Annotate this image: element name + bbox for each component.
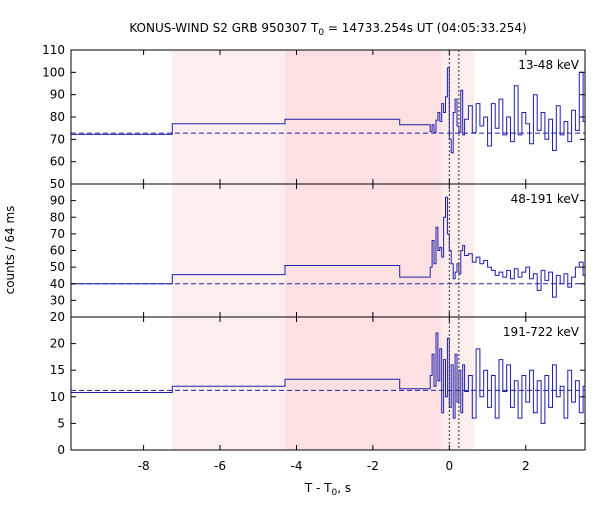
y-tick-label-0-6: 110 [42, 43, 65, 57]
panel-frame-2 [70, 316, 586, 451]
shaded-interval-0 [172, 50, 286, 450]
y-tick-label-0-3: 80 [50, 110, 65, 124]
y-tick-label-1-1: 30 [50, 293, 65, 307]
lightcurve-series-0 [71, 67, 585, 154]
y-tick-label-2-4: 20 [50, 337, 65, 351]
lightcurve-series-2 [71, 332, 585, 424]
x-tick-label-3: -2 [367, 459, 379, 473]
y-tick-label-1-6: 80 [50, 210, 65, 224]
shading-layer [172, 50, 475, 450]
chart-title-subscript: 0 [318, 28, 324, 38]
y-tick-label-0-4: 90 [50, 88, 65, 102]
x-tick-label-5: 2 [522, 459, 530, 473]
energy-band-label-0: 13-48 keV [518, 58, 580, 72]
y-tick-label-2-1: 5 [57, 416, 65, 430]
lightcurve-series-1 [71, 196, 585, 298]
y-tick-label-0-5: 100 [42, 65, 65, 79]
y-tick-label-0-2: 70 [50, 132, 65, 146]
shaded-interval-1 [285, 50, 442, 450]
y-tick-label-1-4: 60 [50, 244, 65, 258]
x-tick-label-0: -8 [138, 459, 150, 473]
y-tick-label-1-2: 40 [50, 277, 65, 291]
y-tick-label-2-3: 15 [50, 363, 65, 377]
x-axis-label: T - T0, s [304, 481, 351, 498]
y-tick-label-1-3: 50 [50, 260, 65, 274]
y-tick-label-2-2: 10 [50, 390, 65, 404]
data-layer [71, 67, 585, 424]
x-tick-label-1: -6 [214, 459, 226, 473]
y-tick-label-0-0: 50 [50, 177, 65, 191]
y-tick-label-1-5: 70 [50, 227, 65, 241]
x-tick-label-2: -4 [290, 459, 302, 473]
x-axis-label-subscript: 0 [332, 488, 338, 498]
energy-band-label-1: 48-191 keV [511, 192, 580, 206]
x-tick-label-4: 0 [446, 459, 454, 473]
y-axis-label: counts / 64 ms [3, 206, 17, 295]
y-tick-label-0-1: 60 [50, 155, 65, 169]
y-tick-label-1-7: 90 [50, 194, 65, 208]
y-tick-label-2-0: 0 [57, 443, 65, 457]
chart-title: KONUS-WIND S2 GRB 950307 T0 = 14733.254s… [129, 21, 526, 38]
energy-band-label-2: 191-722 keV [503, 325, 580, 339]
y-tick-label-1-0: 20 [50, 310, 65, 324]
